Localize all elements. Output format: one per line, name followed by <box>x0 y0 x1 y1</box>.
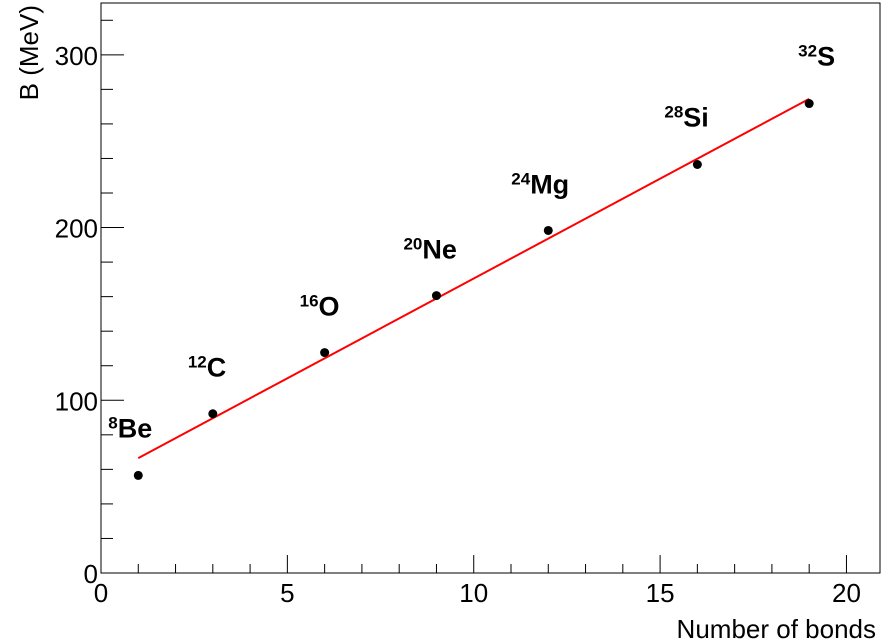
y-tick-label: 200 <box>55 214 98 244</box>
axis-ticks <box>100 19 847 574</box>
nuclide-symbol: Mg <box>530 169 569 199</box>
nuclide-label: 28Si <box>664 103 708 133</box>
y-tick-label: 300 <box>55 41 98 71</box>
nuclide-label: 12C <box>188 353 226 383</box>
nuclide-label: 32S <box>798 42 835 72</box>
nuclide-mass: 12 <box>188 353 207 372</box>
y-tick-label: 100 <box>55 386 98 416</box>
x-tick-label: 10 <box>459 578 488 608</box>
data-point <box>543 225 553 235</box>
x-tick-label: 0 <box>94 578 108 608</box>
nuclide-label: 16O <box>300 292 340 322</box>
x-axis-title: Number of bonds <box>677 614 876 643</box>
nuclide-symbol: S <box>817 42 835 72</box>
nuclide-mass: 16 <box>300 292 319 311</box>
nuclide-mass: 28 <box>664 103 683 122</box>
nuclide-label: 24Mg <box>511 169 569 199</box>
data-point <box>208 409 218 419</box>
nuclide-mass: 20 <box>403 235 422 254</box>
data-point <box>133 470 143 480</box>
data-point <box>692 160 702 169</box>
nuclide-mass: 32 <box>798 42 817 61</box>
nuclide-symbol: O <box>319 292 340 322</box>
y-axis-title: B (MeV) <box>14 5 44 100</box>
plot-frame <box>100 2 881 574</box>
x-tick-label: 5 <box>280 578 294 608</box>
x-tick-label: 15 <box>646 578 675 608</box>
nuclide-mass: 24 <box>511 169 530 188</box>
data-point <box>320 348 330 358</box>
nuclide-mass: 8 <box>108 413 117 432</box>
nuclide-symbol: C <box>207 353 227 383</box>
nuclide-label: 20Ne <box>403 235 456 265</box>
x-tick-label: 20 <box>832 578 861 608</box>
data-points <box>133 99 814 480</box>
data-point <box>804 99 814 109</box>
nuclide-labels: 8Be 12C 16O 20Ne 24Mg 28Si 32S <box>108 42 835 444</box>
data-point <box>431 291 441 301</box>
nuclide-symbol: Si <box>683 103 709 133</box>
nuclide-symbol: Ne <box>422 235 457 265</box>
nuclide-label: 8Be <box>108 413 152 443</box>
nuclide-symbol: Be <box>118 413 153 443</box>
fit-line <box>137 97 810 460</box>
y-tick-label: 0 <box>84 559 98 589</box>
